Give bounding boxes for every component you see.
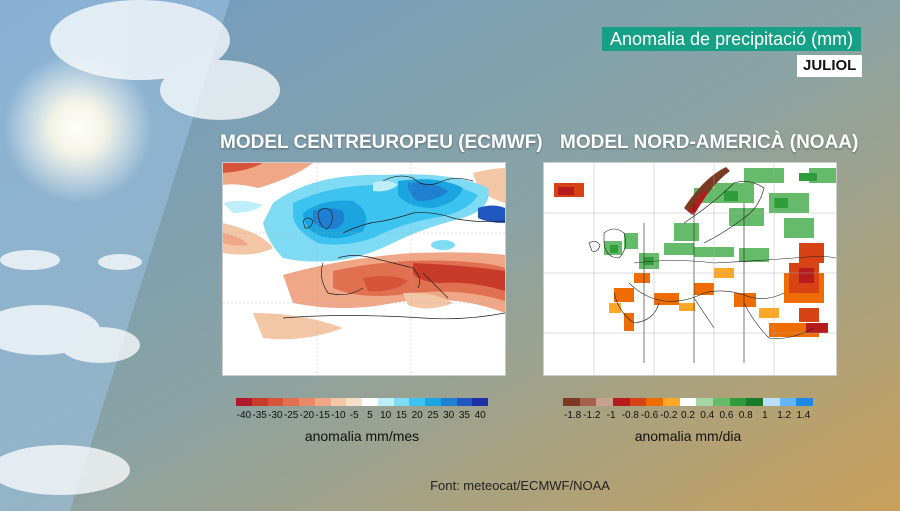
legend-tick-label: -5 — [349, 410, 359, 421]
left-map-title: MODEL CENTREUROPEU (ECMWF) — [220, 132, 543, 153]
page-title: Anomalia de precipitació (mm) — [602, 27, 862, 51]
ecmwf-anomaly-map — [222, 162, 506, 376]
legend-swatch — [362, 398, 378, 406]
legend-swatch — [662, 398, 680, 406]
legend-tick-label: -35 — [252, 410, 267, 421]
noaa-tick-labels: -1.8 -1.2 -1 -0.8 -0.6 -0.2 0.2 0.4 0.6 0.8 1 1.2 1.… — [563, 410, 813, 424]
legend-swatch — [472, 398, 488, 406]
legend-tick-label: 25 — [427, 410, 439, 421]
ecmwf-tick-labels: -40 -35 -30 -25 -20 -15 -10 -5 5 10 15 20 25 30 35 40 — [236, 410, 488, 424]
source-credit: Font: meteocat/ECMWF/NOAA — [430, 478, 610, 493]
legend-swatch — [712, 398, 730, 406]
noaa-unit-label: anomalia mm/dia — [634, 428, 742, 444]
legend-tick-label: 20 — [411, 410, 423, 421]
legend-tick-label: 40 — [474, 410, 486, 421]
legend-swatch — [646, 398, 663, 406]
legend-tick-label: -25 — [283, 410, 299, 421]
legend-tick-label: 10 — [380, 410, 392, 421]
legend-swatch — [563, 398, 580, 406]
legend-swatch — [696, 398, 713, 406]
legend-tick-label: 0.6 — [719, 410, 734, 421]
legend-swatch — [236, 398, 252, 406]
legend-tick-label: -10 — [331, 410, 346, 421]
legend-swatch — [409, 398, 425, 406]
legend-swatch — [679, 398, 697, 406]
legend-tick-label: 0.8 — [738, 410, 753, 421]
legend-swatch — [283, 398, 299, 406]
ecmwf-legend: -40 -35 -30 -25 -20 -15 -10 -5 5 10 15 20 25 30 35 40 a… — [236, 398, 488, 444]
legend-swatch — [746, 398, 763, 406]
legend-tick-label: -30 — [268, 410, 283, 421]
legend-swatch — [729, 398, 747, 406]
legend-tick-label: 1.4 — [796, 410, 811, 421]
legend-swatch — [796, 398, 813, 406]
legend-swatch — [456, 398, 473, 406]
legend-tick-label: -0.6 — [640, 410, 659, 421]
ecmwf-unit-label: anomalia mm/mes — [304, 428, 420, 444]
legend-tick-label: -40 — [236, 410, 252, 421]
legend-swatch — [440, 398, 457, 406]
legend-tick-label: 1.2 — [777, 410, 792, 421]
legend-swatch — [267, 398, 284, 406]
legend-swatch — [596, 398, 613, 406]
legend-swatch — [762, 398, 780, 406]
legend-swatch — [612, 398, 630, 406]
legend-tick-label: -0.8 — [621, 410, 639, 421]
noaa-legend: -1.8 -1.2 -1 -0.8 -0.6 -0.2 0.2 0.4 0.6 0.8 1 1.2 1.… — [563, 398, 813, 444]
legend-swatch — [314, 398, 331, 406]
legend-swatch — [251, 398, 268, 406]
legend-tick-label: 0.4 — [700, 410, 715, 421]
noaa-anomaly-map — [543, 162, 837, 376]
noaa-color-scale — [563, 398, 813, 406]
legend-swatch — [346, 398, 362, 406]
legend-swatch — [779, 398, 797, 406]
legend-swatch — [425, 398, 441, 406]
legend-swatch — [299, 398, 315, 406]
legend-tick-label: 1 — [762, 410, 768, 421]
legend-tick-label: -1 — [606, 410, 616, 421]
legend-tick-label: 15 — [395, 410, 407, 421]
legend-tick-label: -20 — [299, 410, 315, 421]
legend-tick-label: 5 — [367, 410, 373, 421]
legend-swatch — [629, 398, 647, 406]
legend-tick-label: -1.8 — [563, 410, 582, 421]
legend-tick-label: 35 — [458, 410, 470, 421]
legend-swatch — [579, 398, 597, 406]
legend-tick-label: 0.2 — [681, 410, 695, 421]
month-label: JULIOL — [797, 55, 863, 77]
legend-swatch — [393, 398, 410, 406]
legend-tick-label: -15 — [315, 410, 330, 421]
legend-tick-label: -1.2 — [583, 410, 601, 421]
right-map-title: MODEL NORD-AMERICÀ (NOAA) — [560, 132, 859, 153]
ecmwf-color-scale — [236, 398, 488, 406]
legend-swatch — [330, 398, 347, 406]
legend-swatch — [377, 398, 394, 406]
legend-tick-label: -0.2 — [660, 410, 678, 421]
legend-tick-label: 30 — [443, 410, 455, 421]
